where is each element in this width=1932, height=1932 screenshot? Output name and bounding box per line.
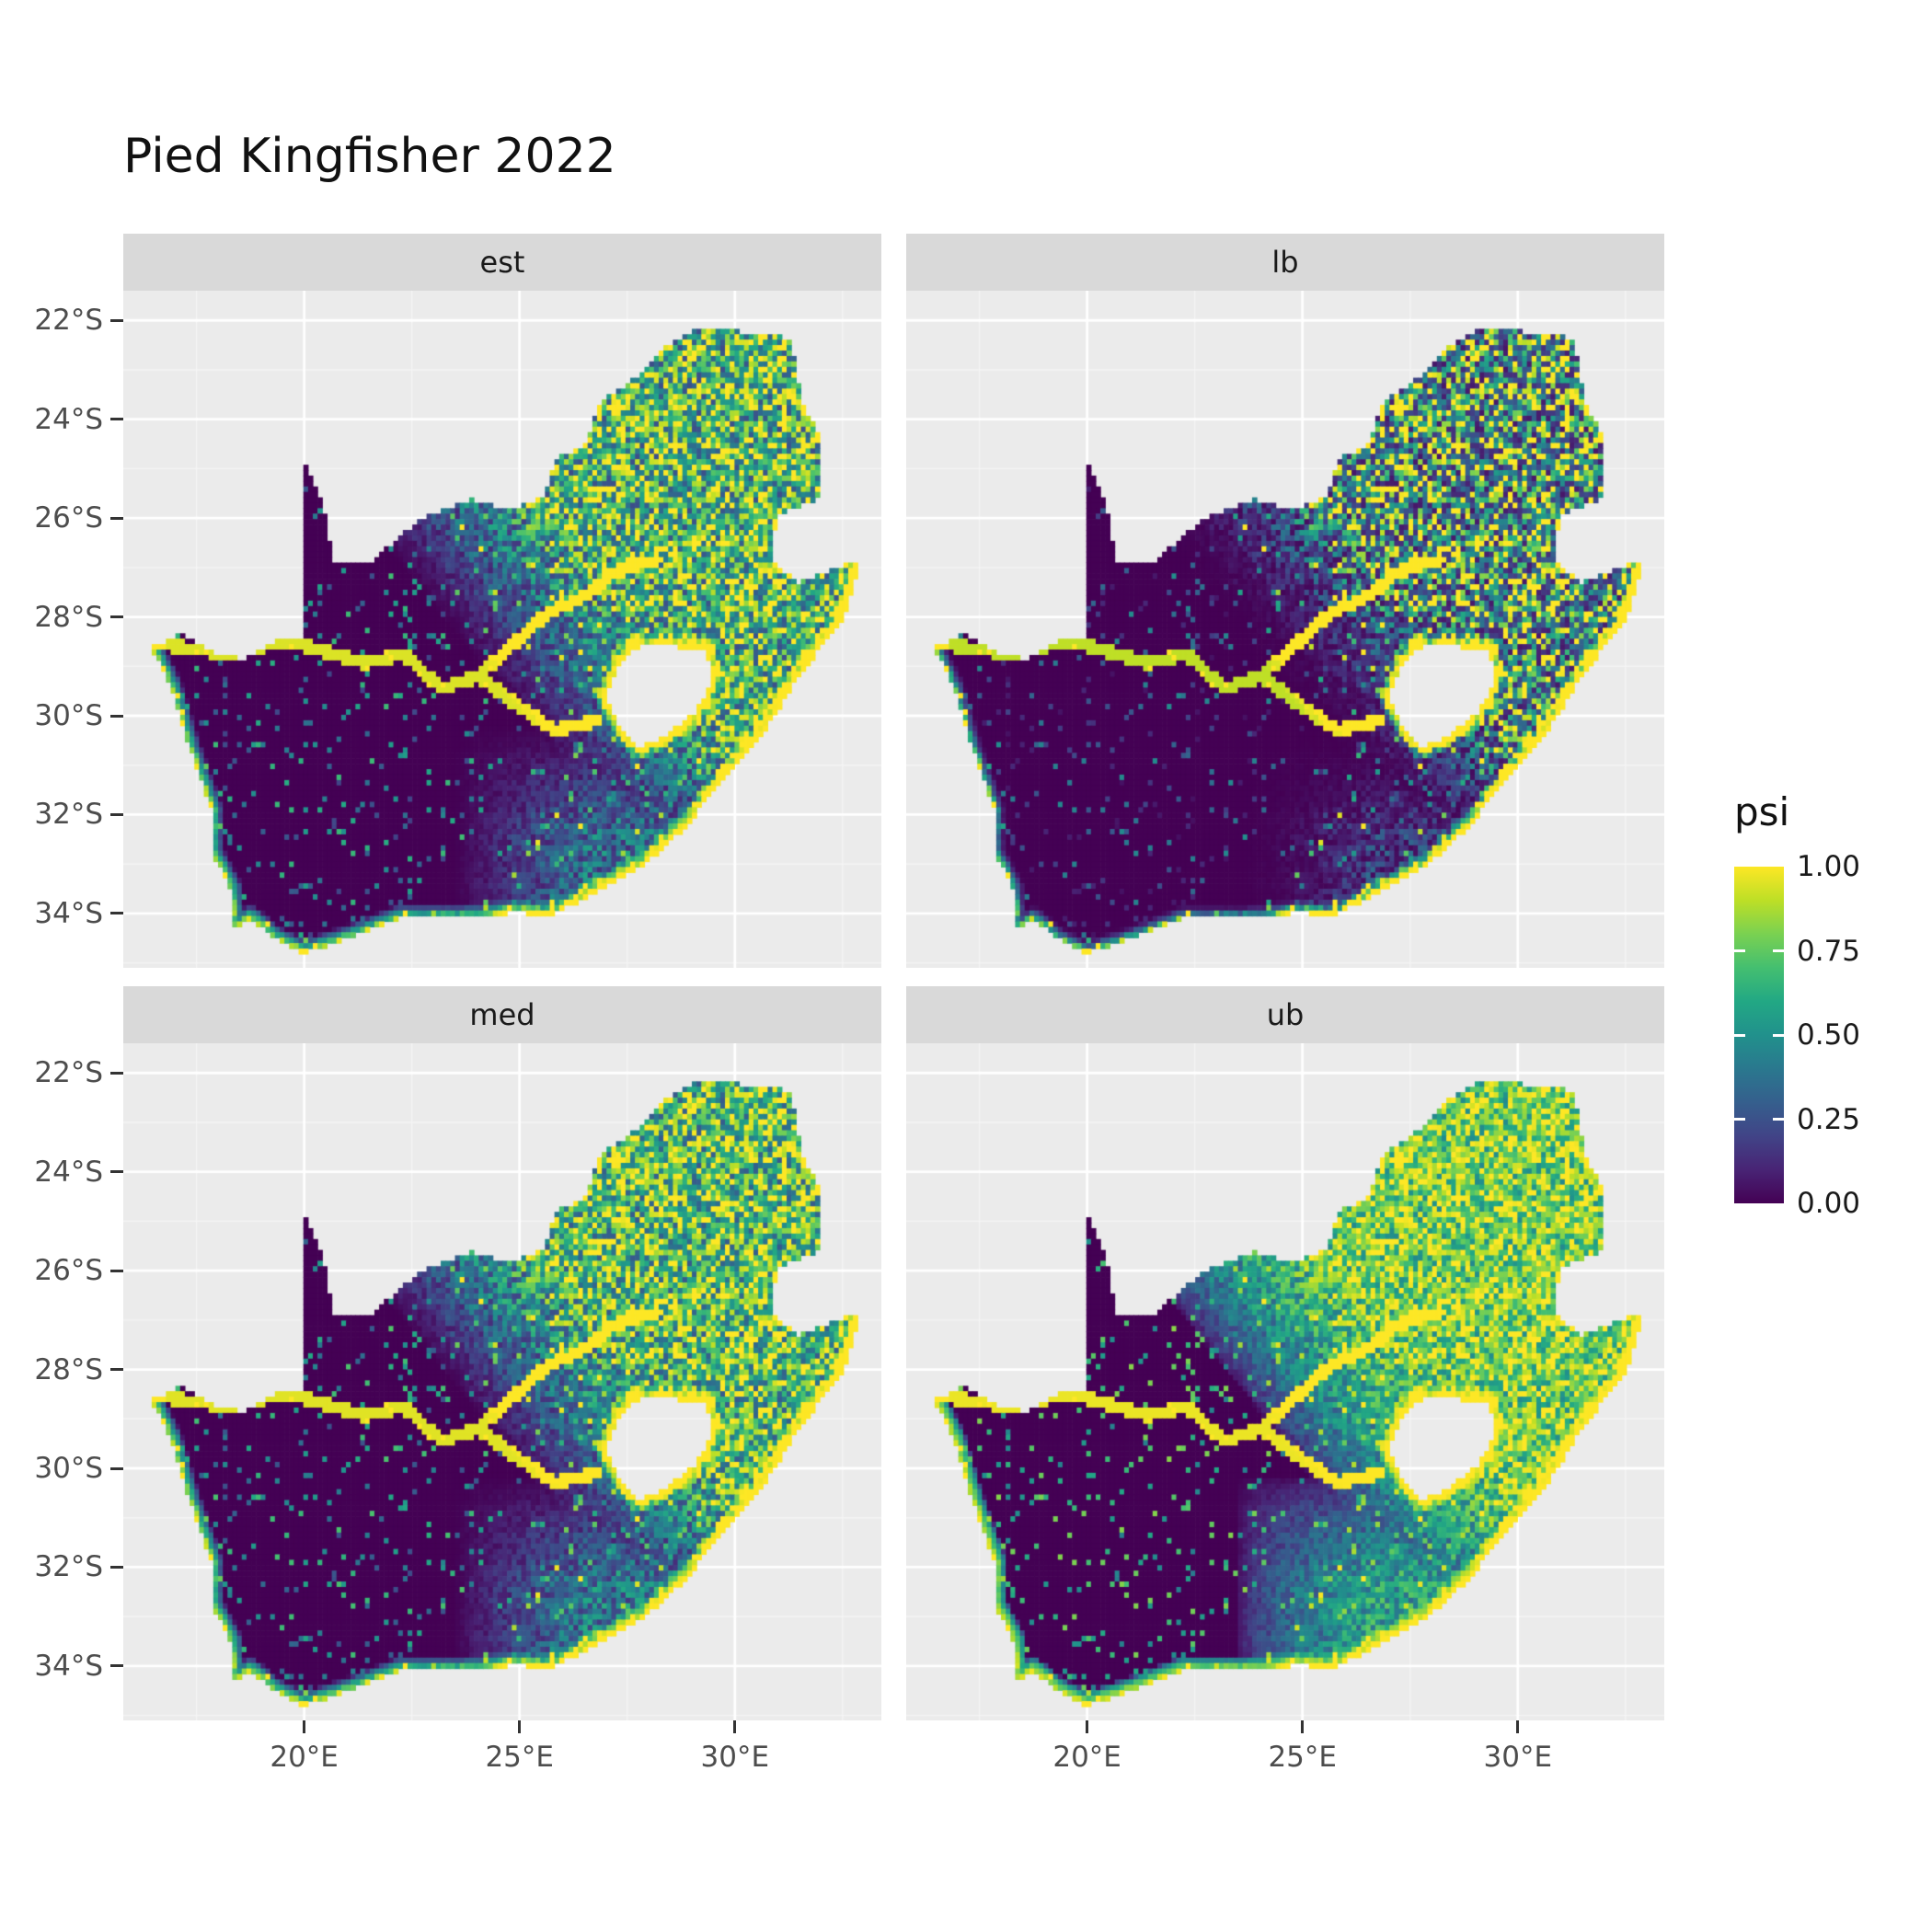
legend-tick-label: 0.75 bbox=[1797, 934, 1861, 968]
y-tick-label: 22°S bbox=[34, 1056, 103, 1090]
facet-label-lb: lb bbox=[1271, 245, 1299, 280]
y-tick-mark bbox=[110, 1071, 123, 1075]
y-tick-mark bbox=[110, 1565, 123, 1569]
facet-panel-lb bbox=[906, 291, 1664, 968]
facet-panel-med bbox=[123, 1043, 881, 1720]
legend-tick-mark bbox=[1734, 1033, 1745, 1037]
y-tick-mark bbox=[110, 912, 123, 915]
facet-strip-ub: ub bbox=[906, 986, 1664, 1043]
facet-label-med: med bbox=[469, 997, 535, 1032]
y-tick-label: 22°S bbox=[34, 304, 103, 338]
y-tick-mark bbox=[110, 318, 123, 322]
y-tick-label: 32°S bbox=[34, 1550, 103, 1584]
x-tick-label: 20°E bbox=[1052, 1741, 1121, 1774]
x-tick-label: 20°E bbox=[270, 1741, 339, 1774]
legend-tick-label: 0.50 bbox=[1797, 1018, 1861, 1052]
x-tick-mark bbox=[1516, 1720, 1520, 1733]
facet-strip-med: med bbox=[123, 986, 881, 1043]
y-tick-label: 28°S bbox=[34, 1352, 103, 1386]
y-tick-label: 24°S bbox=[34, 402, 103, 436]
y-tick-mark bbox=[110, 1466, 123, 1470]
y-tick-label: 30°S bbox=[34, 699, 103, 732]
legend-tick-label: 0.00 bbox=[1797, 1187, 1861, 1220]
y-tick-label: 26°S bbox=[34, 501, 103, 535]
y-tick-label: 24°S bbox=[34, 1155, 103, 1189]
y-tick-mark bbox=[110, 1269, 123, 1272]
legend-tick-mark bbox=[1773, 949, 1784, 952]
y-tick-label: 34°S bbox=[34, 896, 103, 930]
facet-label-ub: ub bbox=[1266, 997, 1305, 1032]
y-tick-mark bbox=[110, 516, 123, 520]
y-tick-label: 28°S bbox=[34, 600, 103, 634]
y-tick-mark bbox=[110, 812, 123, 816]
legend-tick-mark bbox=[1773, 1033, 1784, 1037]
legend-tick-label: 0.25 bbox=[1797, 1102, 1861, 1136]
y-tick-mark bbox=[110, 1368, 123, 1372]
y-tick-mark bbox=[110, 1664, 123, 1668]
y-tick-label: 30°S bbox=[34, 1452, 103, 1485]
x-tick-label: 25°E bbox=[1268, 1741, 1337, 1774]
legend-tick-mark bbox=[1734, 1118, 1745, 1121]
facet-label-est: est bbox=[479, 245, 525, 280]
y-tick-label: 26°S bbox=[34, 1254, 103, 1288]
facet-strip-est: est bbox=[123, 234, 881, 291]
x-tick-label: 30°E bbox=[1483, 1741, 1553, 1774]
plot-title: Pied Kingfisher 2022 bbox=[123, 129, 616, 184]
legend-tick-mark bbox=[1773, 1118, 1784, 1121]
x-tick-mark bbox=[1086, 1720, 1089, 1733]
x-tick-label: 25°E bbox=[485, 1741, 554, 1774]
x-tick-label: 30°E bbox=[700, 1741, 770, 1774]
y-tick-label: 34°S bbox=[34, 1649, 103, 1683]
legend-tick-mark bbox=[1734, 949, 1745, 952]
facet-panel-est bbox=[123, 291, 881, 968]
map-canvas-est bbox=[123, 291, 881, 968]
map-canvas-lb bbox=[906, 291, 1664, 968]
y-tick-label: 32°S bbox=[34, 798, 103, 832]
x-tick-mark bbox=[303, 1720, 306, 1733]
map-canvas-med bbox=[123, 1043, 881, 1720]
facet-strip-lb: lb bbox=[906, 234, 1664, 291]
x-tick-mark bbox=[518, 1720, 522, 1733]
y-tick-mark bbox=[110, 1170, 123, 1174]
x-tick-mark bbox=[1301, 1720, 1305, 1733]
legend-title: psi bbox=[1734, 789, 1790, 834]
facet-panel-ub bbox=[906, 1043, 1664, 1720]
map-canvas-ub bbox=[906, 1043, 1664, 1720]
y-tick-mark bbox=[110, 418, 123, 421]
x-tick-mark bbox=[733, 1720, 737, 1733]
y-tick-mark bbox=[110, 615, 123, 619]
y-tick-mark bbox=[110, 714, 123, 718]
legend-tick-label: 1.00 bbox=[1797, 850, 1861, 883]
